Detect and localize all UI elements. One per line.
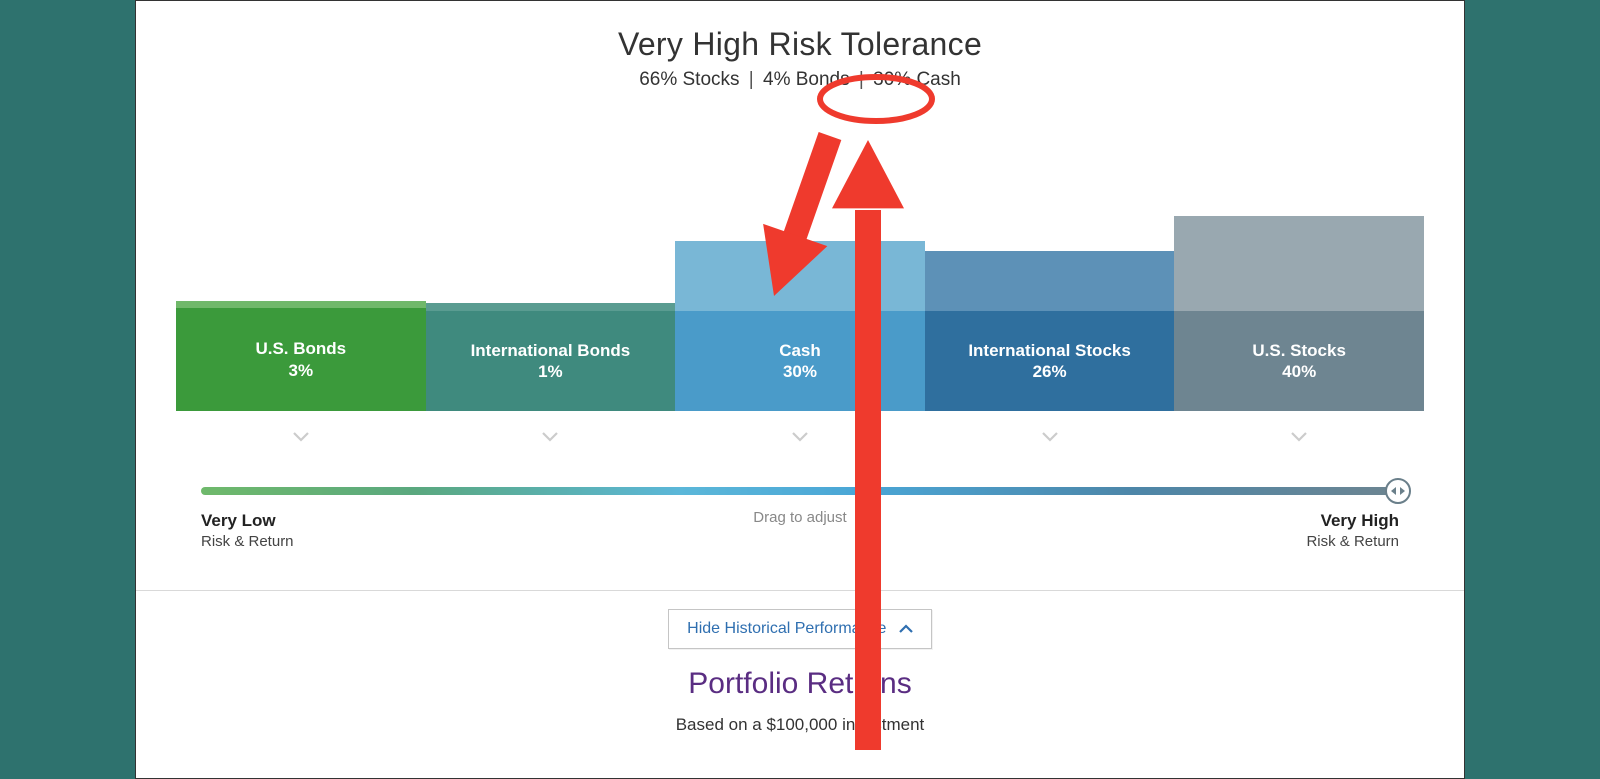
portfolio-returns-subtitle: Based on a $100,000 investment [136,715,1464,735]
slider-center-hint: Drag to adjust [753,509,846,526]
bar-percent: 1% [538,362,563,382]
page-title: Very High Risk Tolerance [136,26,1464,63]
slider-track[interactable] [201,487,1399,495]
bar-front: International Bonds1% [426,311,676,411]
slider-right-sub: Risk & Return [1199,533,1399,550]
bar-u-s-stocks[interactable]: U.S. Stocks40% [1174,211,1424,411]
bar-expand-chevrons [176,429,1424,447]
chevron-down-icon[interactable] [925,429,1175,447]
slider-right-label: Very High Risk & Return [1199,511,1399,550]
slider-handle[interactable] [1385,478,1411,504]
allocation-separator: | [749,69,754,90]
bar-percent: 40% [1282,362,1316,382]
bar-percent: 3% [289,361,314,381]
bar-label: U.S. Bonds [255,338,346,360]
bar-front: U.S. Stocks40% [1174,311,1424,411]
portfolio-returns-title: Portfolio Returns [136,667,1464,701]
bar-label: International Stocks [968,340,1130,362]
bar-cash[interactable]: Cash30% [675,211,925,411]
risk-slider[interactable]: Very Low Risk & Return Drag to adjust Ve… [201,487,1399,550]
cash-allocation-text: 30% Cash [873,69,961,90]
toggle-historical-label: Hide Historical Performance [687,620,886,637]
chevron-down-icon[interactable] [675,429,925,447]
bar-front: U.S. Bonds3% [176,308,426,411]
allocation-separator: | [859,69,864,90]
main-panel: Very High Risk Tolerance 66% Stocks | 4%… [135,0,1465,779]
header: Very High Risk Tolerance 66% Stocks | 4%… [136,1,1464,91]
toggle-historical-button[interactable]: Hide Historical Performance [668,609,932,649]
bonds-allocation-text: 4% Bonds [763,69,850,90]
slider-left-title: Very Low [201,511,401,531]
stocks-allocation-text: 66% Stocks [639,69,739,90]
bar-international-bonds[interactable]: International Bonds1% [426,211,676,411]
slider-left-label: Very Low Risk & Return [201,511,401,550]
bar-label: International Bonds [471,340,631,362]
bar-front: International Stocks26% [925,311,1175,411]
chevron-up-icon [899,620,913,638]
bar-label: U.S. Stocks [1252,340,1346,362]
slider-right-title: Very High [1199,511,1399,531]
bar-front: Cash30% [675,311,925,411]
bar-label: Cash [779,340,821,362]
slider-labels: Very Low Risk & Return Drag to adjust Ve… [201,511,1399,550]
chevron-down-icon[interactable] [1174,429,1424,447]
chevron-down-icon[interactable] [426,429,676,447]
chevron-down-icon[interactable] [176,429,426,447]
bar-percent: 30% [783,362,817,382]
allocation-subtitle: 66% Stocks | 4% Bonds | 30% Cash [136,69,1464,91]
allocation-bar-chart: U.S. Bonds3%International Bonds1%Cash30%… [176,211,1424,411]
section-divider [136,590,1464,591]
bar-u-s-bonds[interactable]: U.S. Bonds3% [176,211,426,411]
bar-international-stocks[interactable]: International Stocks26% [925,211,1175,411]
slider-left-sub: Risk & Return [201,533,401,550]
bar-percent: 26% [1033,362,1067,382]
